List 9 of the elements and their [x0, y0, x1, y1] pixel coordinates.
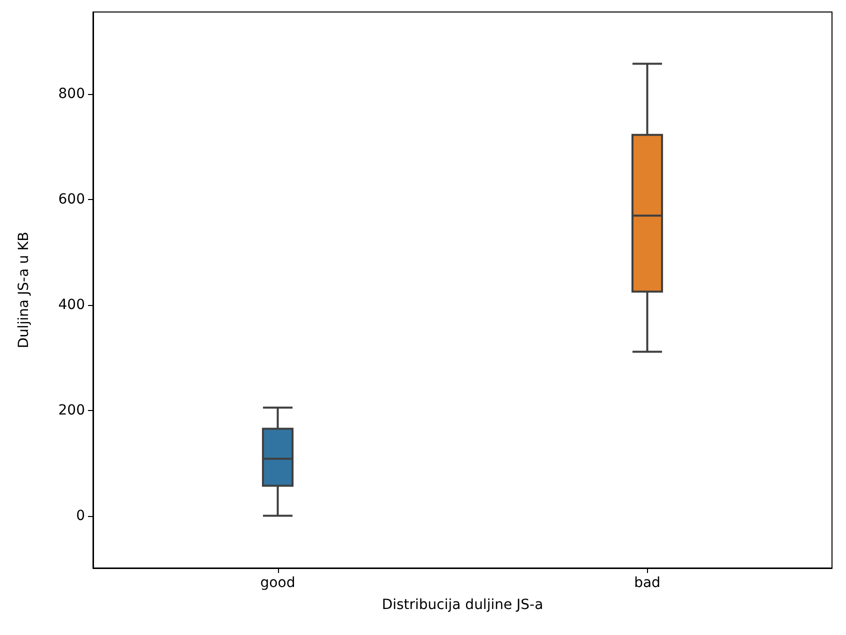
x-tick-label: bad [634, 575, 660, 591]
y-axis-title: Duljina JS-a u KB [16, 232, 32, 348]
y-tick-label: 400 [58, 296, 85, 313]
y-tick-label: 0 [76, 508, 85, 524]
x-tick-label: good [260, 575, 296, 591]
y-tick-label: 600 [58, 191, 85, 208]
y-tick-label: 800 [58, 86, 85, 102]
y-tick-label: 200 [58, 402, 85, 418]
x-axis-title: Distribucija duljine JS-a [382, 597, 544, 613]
